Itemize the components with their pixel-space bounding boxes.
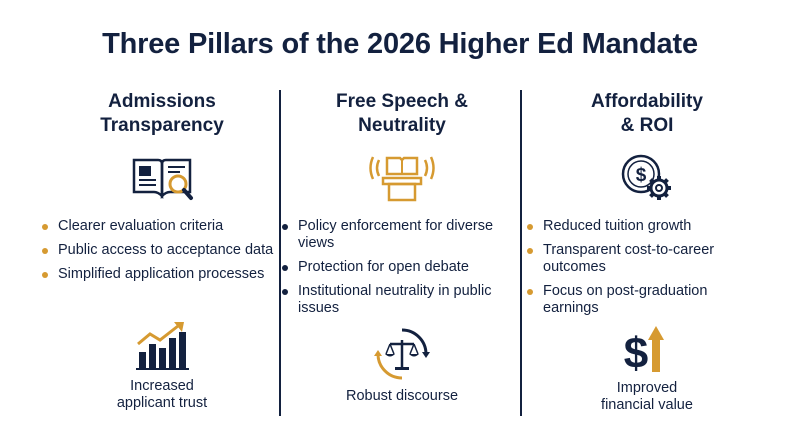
bullet-dot: [282, 289, 288, 295]
pillar-affordability-roi: Affordability & ROI $ Reduced tuition gr…: [527, 90, 767, 430]
pillar-outcome: $ Improved financial value: [527, 322, 767, 414]
column-divider: [279, 90, 281, 416]
bullet-dot: [42, 224, 48, 230]
bullet-dot: [42, 248, 48, 254]
pillar-caption: Improved financial value: [527, 380, 767, 414]
pillar-heading: Admissions Transparency: [42, 90, 282, 140]
bullet-dot: [42, 272, 48, 278]
bullet-list: Clearer evaluation criteria Public acces…: [42, 218, 282, 283]
bar-chart-growth-icon: [136, 322, 189, 370]
caption-line: Increased: [130, 378, 194, 394]
list-item-text: Transparent cost-to-career outcomes: [543, 242, 715, 275]
list-item-text: Focus on post-graduation earnings: [543, 283, 708, 316]
bullet-dot: [527, 248, 533, 254]
podium-book-icon: [369, 156, 435, 202]
list-item-text: Protection for open debate: [298, 259, 469, 275]
column-divider: [520, 90, 522, 416]
list-item: Protection for open debate: [282, 259, 522, 276]
dollar-arrow-up-icon: $: [624, 326, 664, 374]
bullet-list: Policy enforcement for diverse views Pro…: [282, 218, 522, 317]
list-item: Focus on post-graduation earnings: [527, 283, 767, 317]
pillar-heading-line: & ROI: [620, 115, 674, 136]
bullet-list: Reduced tuition growth Transparent cost-…: [527, 218, 767, 317]
pillar-admissions-transparency: Admissions Transparency Clearer evaluati…: [42, 90, 282, 430]
list-item-text: Simplified application processes: [58, 266, 265, 282]
caption-line: applicant trust: [116, 395, 208, 411]
pillar-caption: Robust discourse: [282, 388, 522, 405]
caption-line: Robust discourse: [345, 388, 459, 404]
list-item: Transparent cost-to-career outcomes: [527, 242, 767, 276]
pillar-outcome: Increased applicant trust: [42, 320, 282, 412]
list-item: Public access to acceptance data: [42, 242, 282, 259]
caption-line: financial value: [601, 397, 693, 413]
balance-scale-icon: [374, 328, 430, 380]
list-item: Clearer evaluation criteria: [42, 218, 282, 235]
bullet-dot: [527, 289, 533, 295]
pillar-heading-line: Transparency: [100, 115, 224, 136]
list-item: Reduced tuition growth: [527, 218, 767, 235]
bullet-dot: [282, 265, 288, 271]
caption-line: Improved: [616, 380, 678, 396]
list-item-text: Public access to acceptance data: [58, 242, 274, 258]
list-item-text: Clearer evaluation criteria: [58, 218, 224, 234]
pillar-heading-line: Admissions: [108, 91, 216, 112]
pillar-heading-line: Free Speech &: [336, 91, 468, 112]
pillar-heading-line: Neutrality: [358, 115, 446, 136]
pillar-free-speech-neutrality: Free Speech & Neutrality Policy enforcem…: [282, 90, 522, 430]
list-item-text: Policy enforcement for diverse views: [298, 218, 494, 251]
pillar-heading: Affordability & ROI: [527, 90, 767, 140]
list-item: Policy enforcement for diverse views: [282, 218, 522, 252]
svg-text:$: $: [636, 165, 647, 186]
bullet-dot: [527, 224, 533, 230]
bullet-dot: [282, 224, 288, 230]
list-item-text: Reduced tuition growth: [543, 218, 692, 234]
dollar-gear-icon: $: [621, 154, 671, 200]
pillar-heading-line: Affordability: [591, 91, 703, 112]
page-title: Three Pillars of the 2026 Higher Ed Mand…: [102, 28, 698, 60]
pillar-caption: Increased applicant trust: [42, 378, 282, 412]
svg-text:$: $: [624, 329, 648, 374]
pillar-heading: Free Speech & Neutrality: [282, 90, 522, 140]
pillar-outcome: Robust discourse: [282, 326, 522, 405]
list-item-text: Institutional neutrality in public issue…: [298, 283, 492, 316]
list-item: Institutional neutrality in public issue…: [282, 283, 522, 317]
list-item: Simplified application processes: [42, 266, 282, 283]
book-magnifier-icon: [132, 158, 193, 200]
